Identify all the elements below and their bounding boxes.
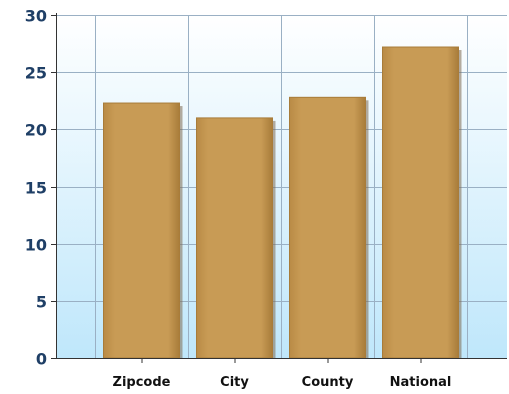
- x-tick-label: National: [390, 375, 452, 390]
- y-tick-label: 15: [25, 179, 47, 198]
- y-tick-label: 10: [25, 236, 47, 255]
- bar-zipcode: [103, 102, 180, 359]
- x-tick-label: County: [302, 375, 354, 390]
- x-tick-label: City: [220, 375, 249, 390]
- y-tick-label: 0: [36, 350, 47, 369]
- y-tick-labels: 0 5 10 15 20 25 30: [25, 7, 47, 369]
- bar-national: [382, 46, 459, 359]
- bar-city: [196, 117, 273, 359]
- bars: [103, 46, 462, 359]
- bar-county: [289, 96, 366, 359]
- y-tick-label: 5: [36, 293, 47, 312]
- axes: [51, 13, 507, 363]
- y-tick-label: 25: [25, 64, 47, 83]
- x-tick-label: Zipcode: [113, 375, 171, 390]
- y-tick-label: 20: [25, 121, 47, 140]
- y-tick-label: 30: [25, 7, 47, 26]
- x-tick-labels: Zipcode City County National: [113, 375, 452, 390]
